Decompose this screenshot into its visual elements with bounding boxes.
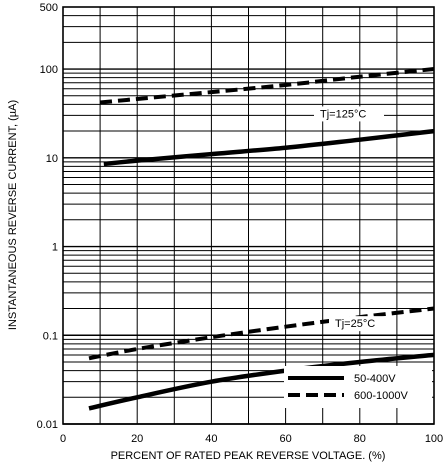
- x-tick-labels: 0 20 40 60 80 100: [60, 433, 443, 445]
- annotation-background: [314, 106, 384, 122]
- y-tick-label: 1: [52, 242, 58, 254]
- dashed-curve: [88, 306, 435, 361]
- dashed-curve: [99, 67, 435, 105]
- solid-curve: [88, 352, 435, 411]
- x-tick-label: 100: [425, 433, 443, 445]
- y-axis-title: INSTANTANEOUS REVERSE CURRENT, (µA): [7, 100, 19, 330]
- legend-label: 50-400V: [354, 373, 396, 385]
- temperature-annotation: Tj=25°C: [335, 318, 375, 330]
- x-tick-label: 20: [131, 433, 143, 445]
- legend: 50-400V 600-1000V: [284, 366, 432, 408]
- y-tick-label: 0.01: [37, 419, 58, 431]
- plot-frame: [62, 6, 435, 425]
- x-tick-label: 60: [279, 433, 291, 445]
- y-tick-labels: 0.01 0.1 1 10 100 500: [37, 2, 58, 431]
- grid-lines: [62, 6, 435, 425]
- y-tick-label: 100: [40, 64, 58, 76]
- y-tick-label: 0.1: [43, 330, 58, 342]
- x-tick-label: 80: [354, 433, 366, 445]
- curves: [88, 67, 435, 411]
- y-tick-label: 500: [40, 2, 58, 14]
- x-tick-label: 0: [60, 433, 66, 445]
- x-tick-label: 40: [205, 433, 217, 445]
- annotation-background: [329, 316, 391, 332]
- legend-label: 600-1000V: [354, 390, 408, 402]
- y-tick-label: 10: [46, 153, 58, 165]
- curve-annotations: Tj=125°C Tj=25°C: [314, 106, 391, 332]
- x-axis-title: PERCENT OF RATED PEAK REVERSE VOLTAGE. (…: [111, 450, 386, 462]
- temperature-annotation: Tj=125°C: [320, 108, 366, 120]
- solid-curve: [103, 128, 435, 167]
- legend-background: [284, 366, 432, 408]
